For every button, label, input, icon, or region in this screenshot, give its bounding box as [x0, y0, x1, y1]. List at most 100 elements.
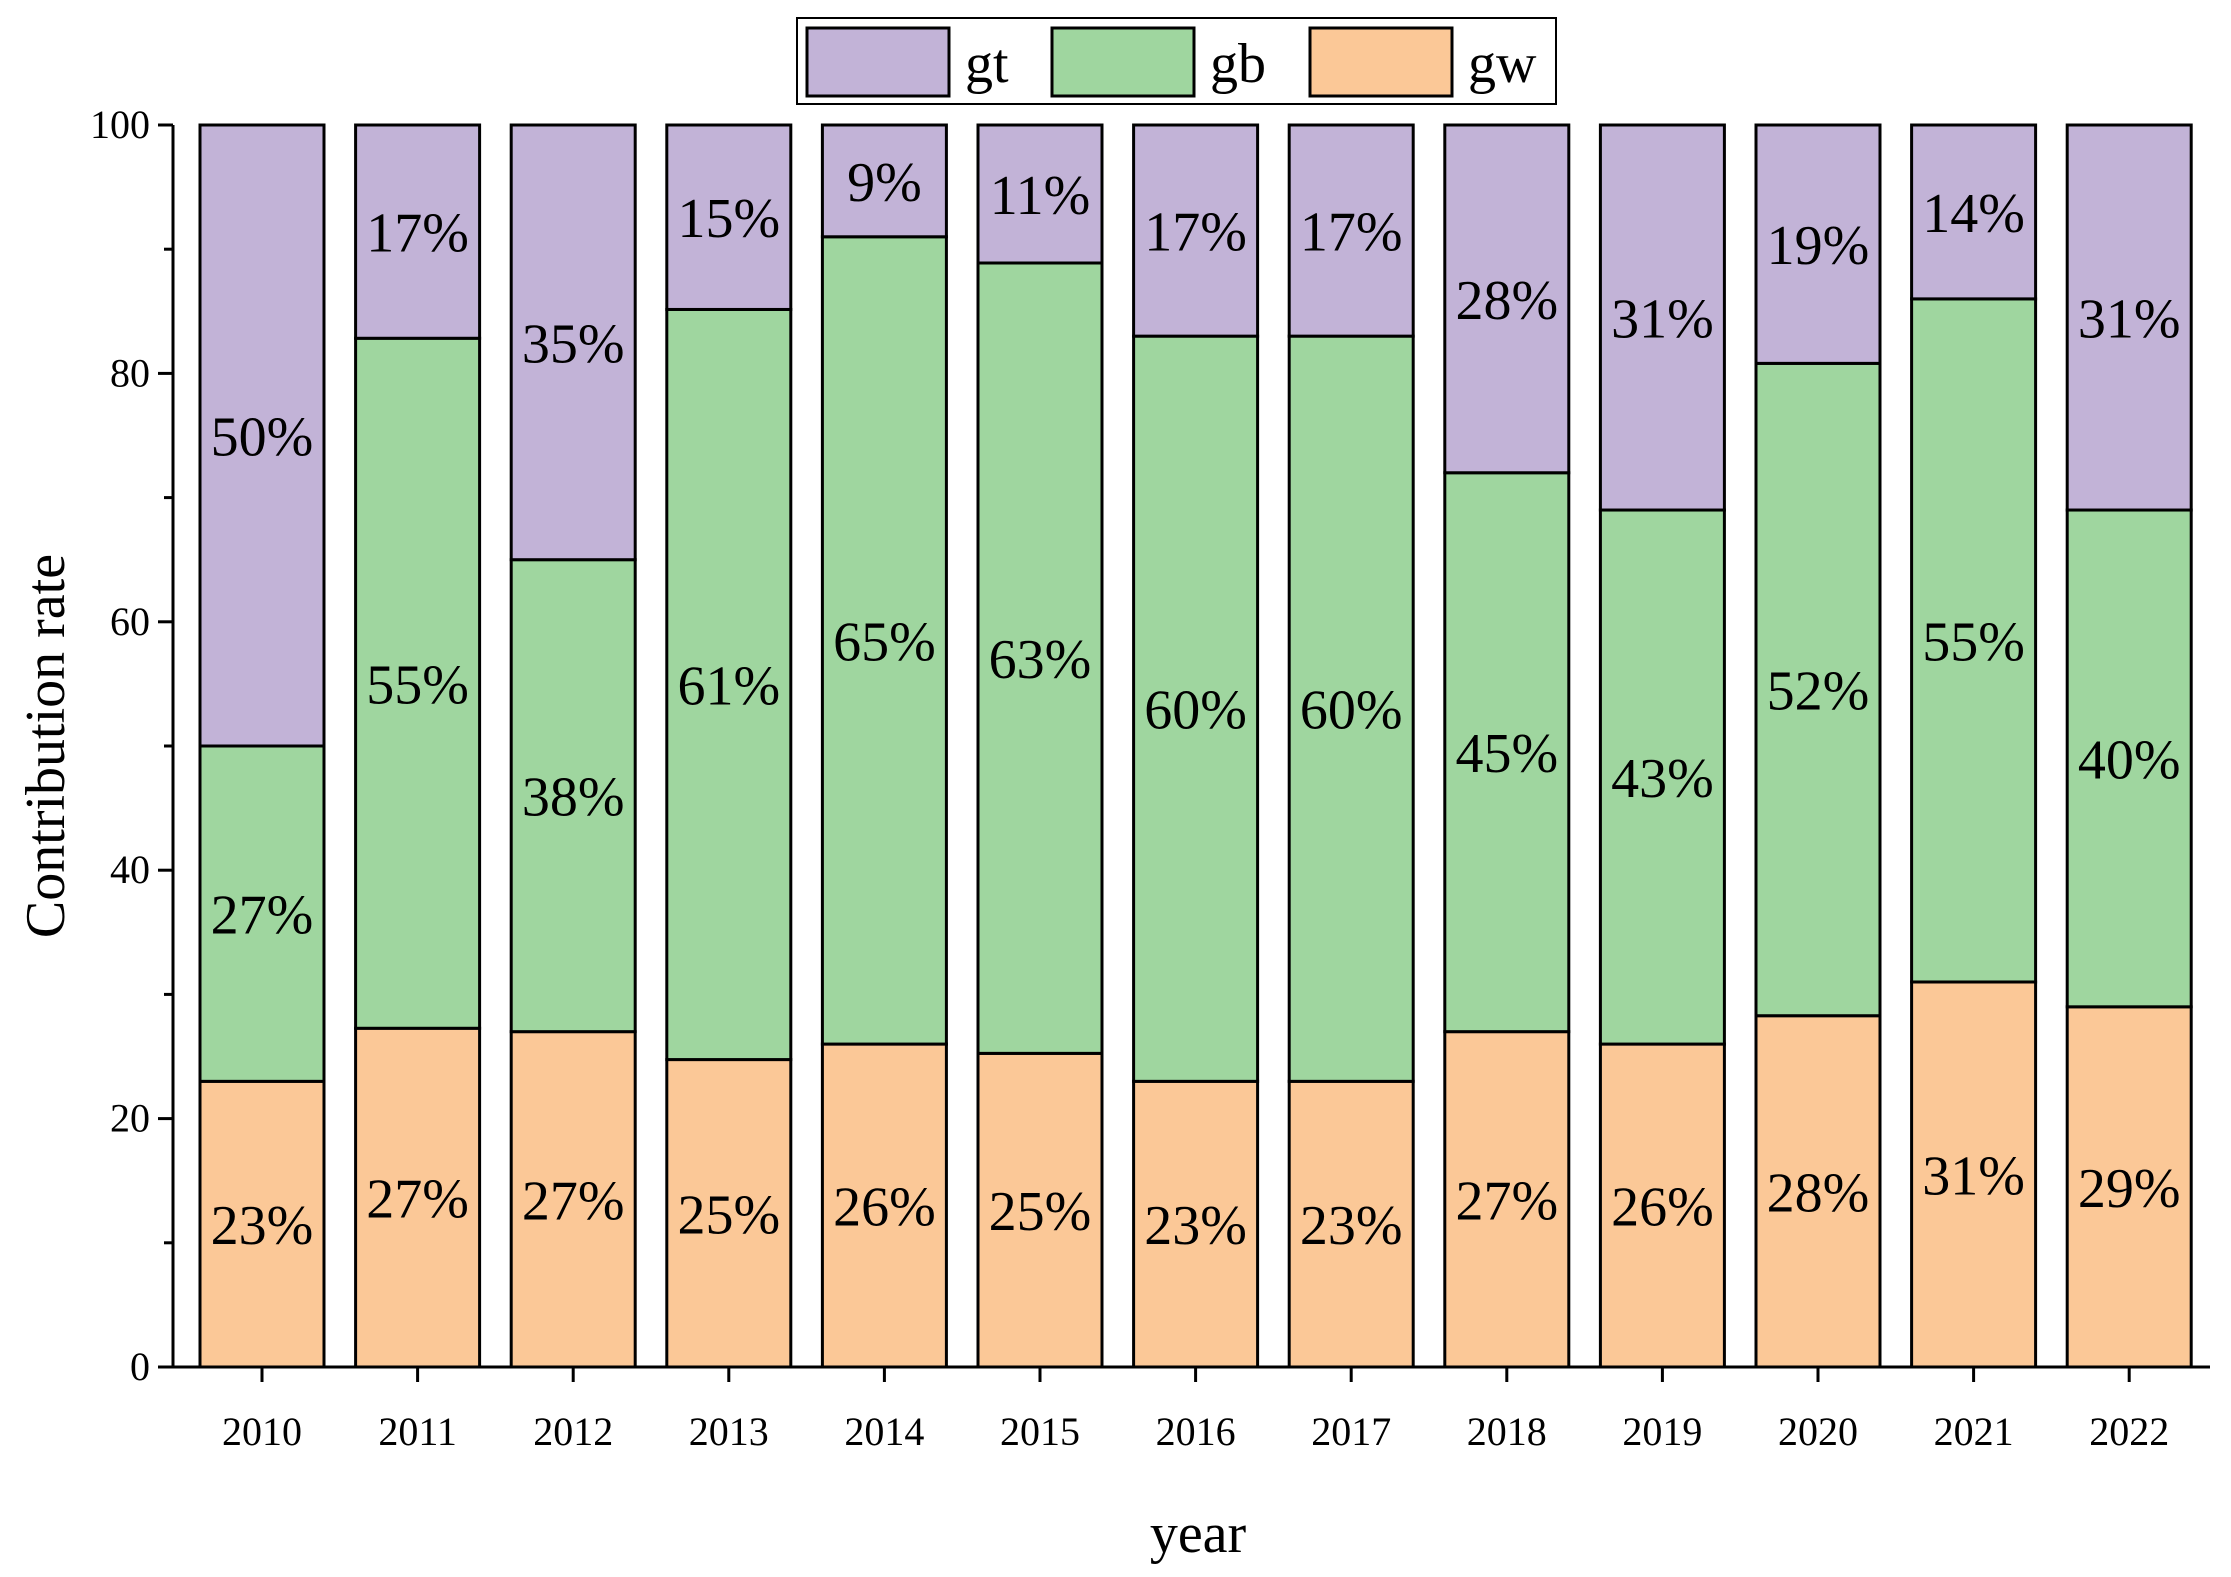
y-tick-label-60: 60 — [110, 599, 150, 644]
bar-gb-2018 — [1443, 471, 1571, 1034]
data-label-gb-2017: 60% — [1300, 680, 1403, 742]
bar-gt-2019 — [1598, 123, 1726, 512]
data-label-gb-2015: 63% — [989, 629, 1092, 691]
bar-gb-2012 — [509, 558, 637, 1034]
data-label-gt-2018: 28% — [1455, 270, 1558, 332]
data-label-gb-2020: 52% — [1767, 661, 1870, 723]
data-label-gb-2022: 40% — [2078, 729, 2181, 791]
y-axis-title: Contribution rate — [15, 554, 77, 938]
x-tick-label-2018: 2018 — [1467, 1409, 1547, 1454]
legend-label-gb: gb — [1210, 33, 1266, 95]
bar-gt-2021 — [1910, 123, 2038, 301]
data-label-gb-2010: 27% — [211, 885, 314, 947]
data-label-gw-2019: 26% — [1611, 1177, 1714, 1239]
legend-swatch-gw — [1308, 26, 1454, 98]
bar-gb-2021 — [1910, 297, 2038, 984]
bar-gt-2014 — [820, 123, 948, 239]
legend-swatch-gb — [1050, 26, 1196, 98]
legend-label-gt: gt — [965, 33, 1009, 95]
bar-gt-2010 — [198, 123, 326, 748]
bar-gt-2016 — [1132, 123, 1260, 338]
legend: gt gb gw — [796, 17, 1557, 105]
bar-gw-2019 — [1598, 1042, 1726, 1369]
bar-gt-2013 — [665, 123, 793, 311]
data-label-gt-2020: 19% — [1767, 215, 1870, 277]
bar-gt-2012 — [509, 123, 637, 562]
data-label-gt-2017: 17% — [1300, 202, 1403, 264]
y-tick-label-20: 20 — [110, 1096, 150, 1141]
data-label-gt-2022: 31% — [2078, 289, 2181, 351]
data-label-gt-2016: 17% — [1144, 202, 1247, 264]
bar-gw-2018 — [1443, 1030, 1571, 1369]
data-label-gw-2020: 28% — [1767, 1162, 1870, 1224]
data-label-gt-2011: 17% — [366, 203, 469, 265]
bar-gt-2020 — [1754, 123, 1882, 365]
x-tick-label-2011: 2011 — [378, 1409, 457, 1454]
data-label-gb-2021: 55% — [1922, 611, 2025, 673]
bar-gt-2015 — [976, 123, 1104, 265]
bar-gw-2015 — [976, 1051, 1104, 1369]
data-label-gw-2021: 31% — [1922, 1145, 2025, 1207]
bar-gt-2018 — [1443, 123, 1571, 475]
data-label-gw-2014: 26% — [833, 1177, 936, 1239]
bar-gw-2010 — [198, 1079, 326, 1369]
data-label-gw-2012: 27% — [522, 1170, 625, 1232]
legend-label-gw: gw — [1468, 33, 1537, 95]
bar-gb-2011 — [354, 336, 482, 1030]
y-ticks-group: 0 20 40 60 80 100 — [90, 102, 173, 1389]
bar-gt-2022 — [2065, 123, 2193, 512]
bar-gb-2019 — [1598, 508, 1726, 1046]
x-ticks-group: 2010 2011 2012 2013 2014 2015 2016 2017 2018 2019… — [222, 1367, 2169, 1454]
y-tick-label-40: 40 — [110, 847, 150, 892]
y-tick-label-0: 0 — [130, 1344, 150, 1389]
y-tick-label-100: 100 — [90, 102, 150, 147]
data-label-gb-2012: 38% — [522, 767, 625, 829]
bar-gb-2015 — [976, 261, 1104, 1055]
data-label-gw-2022: 29% — [2078, 1158, 2181, 1220]
data-label-gw-2016: 23% — [1144, 1195, 1247, 1257]
x-tick-label-2021: 2021 — [1934, 1409, 2014, 1454]
data-label-gb-2013: 61% — [677, 656, 780, 718]
bar-gb-2010 — [198, 744, 326, 1083]
data-label-gt-2012: 35% — [522, 313, 625, 375]
bars-group — [198, 123, 2193, 1369]
data-label-gt-2019: 31% — [1611, 289, 1714, 351]
data-label-gb-2016: 60% — [1144, 680, 1247, 742]
x-tick-label-2020: 2020 — [1778, 1409, 1858, 1454]
data-label-gw-2011: 27% — [366, 1169, 469, 1231]
bar-gt-2011 — [354, 123, 482, 340]
data-label-gt-2013: 15% — [677, 188, 780, 250]
legend-swatch-gt — [805, 26, 951, 98]
x-tick-label-2022: 2022 — [2089, 1409, 2169, 1454]
y-tick-label-80: 80 — [110, 350, 150, 395]
bar-gb-2020 — [1754, 361, 1882, 1018]
data-label-gw-2010: 23% — [211, 1195, 314, 1257]
bar-gw-2016 — [1132, 1079, 1260, 1369]
x-tick-label-2019: 2019 — [1622, 1409, 1702, 1454]
data-label-gb-2018: 45% — [1455, 723, 1558, 785]
bar-gb-2017 — [1287, 334, 1415, 1083]
x-tick-label-2017: 2017 — [1311, 1409, 1391, 1454]
data-label-gb-2014: 65% — [833, 611, 936, 673]
data-label-gt-2015: 11% — [990, 165, 1091, 227]
x-tick-label-2012: 2012 — [533, 1409, 613, 1454]
bar-gw-2013 — [665, 1058, 793, 1369]
x-tick-label-2016: 2016 — [1156, 1409, 1236, 1454]
x-tick-label-2010: 2010 — [222, 1409, 302, 1454]
bar-gb-2022 — [2065, 508, 2193, 1009]
data-label-gw-2017: 23% — [1300, 1195, 1403, 1257]
x-axis-title: year — [1150, 1503, 1247, 1565]
data-label-gw-2015: 25% — [989, 1181, 1092, 1243]
data-label-gb-2019: 43% — [1611, 748, 1714, 810]
x-tick-label-2014: 2014 — [844, 1409, 924, 1454]
data-label-gt-2014: 9% — [847, 152, 922, 214]
x-tick-label-2015: 2015 — [1000, 1409, 1080, 1454]
data-label-gw-2013: 25% — [677, 1184, 780, 1246]
bar-gb-2013 — [665, 307, 793, 1062]
bar-gt-2017 — [1287, 123, 1415, 338]
x-tick-label-2013: 2013 — [689, 1409, 769, 1454]
data-label-gt-2021: 14% — [1922, 183, 2025, 245]
data-label-gw-2018: 27% — [1455, 1170, 1558, 1232]
data-label-gt-2010: 50% — [211, 407, 314, 469]
